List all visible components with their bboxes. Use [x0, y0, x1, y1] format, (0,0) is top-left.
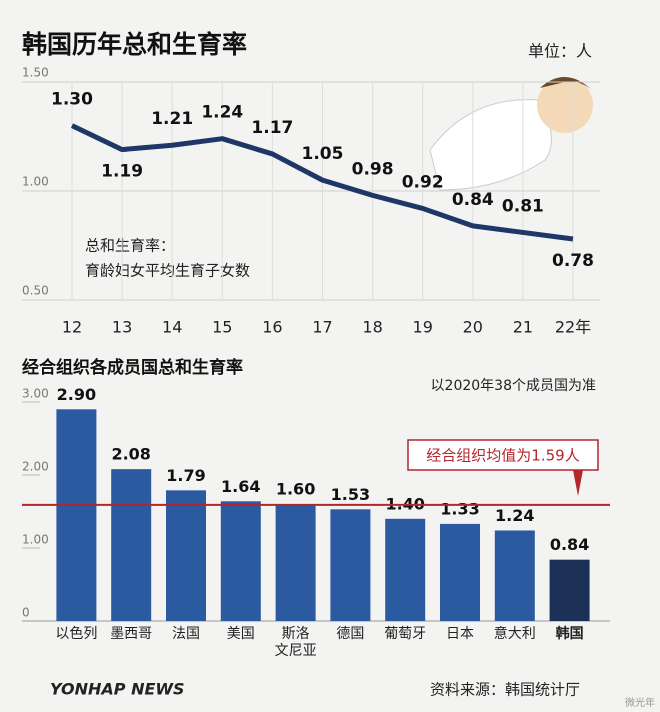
annotation: 经合组织均值为1.59人 [426, 447, 579, 465]
source: 资料来源：韩国统计厅 [430, 681, 580, 699]
y-tick-label: 1.00 [22, 533, 49, 547]
data-label: 0.78 [552, 251, 594, 271]
y-tick-label: 1.50 [22, 66, 49, 80]
x-tick-label: 22年 [555, 318, 591, 337]
logo: YONHAP NEWS [50, 680, 185, 699]
data-label: 0.98 [352, 159, 394, 179]
chart-title: 韩国历年总和生育率 [22, 30, 247, 59]
data-label: 0.81 [502, 196, 544, 216]
subtitle: 以2020年38个成员国为准 [431, 378, 596, 394]
y-tick-label: 2.00 [22, 460, 49, 474]
bar [275, 504, 316, 621]
bar [440, 523, 480, 621]
y-tick-label: 0.50 [22, 284, 49, 298]
annotation-arrow [573, 470, 583, 496]
data-label: 2.90 [57, 385, 96, 404]
data-label: 1.79 [166, 466, 205, 485]
line [70, 123, 574, 242]
x-tick-label: 葡萄牙 [384, 626, 427, 642]
bar [111, 469, 152, 621]
x-tick-label: 美国 [226, 626, 255, 642]
x-tick-label: 意大利 [493, 626, 536, 642]
annotation-box [407, 439, 599, 471]
x-tick-label: 21 [513, 318, 533, 337]
data-label: 1.19 [101, 162, 143, 182]
data-label: 1.24 [201, 103, 243, 123]
bar [330, 509, 371, 621]
data-label: 1.05 [302, 144, 344, 164]
x-tick-label: 韩国 [555, 626, 584, 642]
y-tick-label: 0 [22, 606, 30, 620]
watermark: 微光年 [625, 696, 655, 709]
x-tick-label: 15 [212, 318, 232, 337]
data-label: 1.53 [331, 485, 370, 504]
data-label: 0.84 [550, 535, 589, 554]
x-tick-label: 17 [312, 318, 332, 337]
y-tick-label: 3.00 [22, 387, 49, 401]
data-label: 1.64 [221, 477, 260, 496]
unit: 单位：人 [528, 42, 592, 61]
data-label: 0.84 [452, 190, 494, 210]
x-tick-label: 墨西哥 [110, 626, 153, 642]
x-tick-label: 14 [162, 318, 182, 337]
data-label: 1.33 [440, 499, 479, 518]
bar [166, 490, 206, 621]
x-tick-label: 斯洛 文尼亚 [274, 626, 317, 659]
bar [549, 559, 590, 621]
x-tick-label: 13 [112, 318, 132, 337]
data-label: 0.92 [402, 172, 444, 192]
x-tick-label: 12 [62, 318, 82, 337]
x-tick-label: 18 [362, 318, 382, 337]
data-label: 1.60 [276, 480, 315, 499]
data-label: 1.24 [495, 506, 534, 525]
x-tick-label: 日本 [446, 626, 474, 642]
annotation: 总和生育率： [85, 237, 175, 255]
x-tick-label: 16 [262, 318, 282, 337]
data-label: 1.21 [151, 109, 193, 129]
bar [220, 501, 261, 621]
x-tick-label: 法国 [172, 626, 200, 642]
bar [56, 409, 97, 621]
data-label: 1.40 [385, 494, 424, 513]
bar [494, 530, 535, 621]
x-tick-label: 德国 [336, 626, 365, 642]
x-tick-label: 19 [413, 318, 433, 337]
x-tick-label: 以色列 [55, 626, 98, 642]
data-label: 1.30 [51, 90, 93, 110]
annotation: 育龄妇女平均生育子女数 [85, 262, 250, 280]
bar [385, 518, 426, 621]
data-label: 1.17 [251, 118, 293, 138]
baby-illustration [429, 76, 593, 191]
x-tick-label: 20 [463, 318, 483, 337]
chart-title: 经合组织各成员国总和生育率 [22, 357, 243, 378]
data-label: 2.08 [111, 445, 150, 464]
y-tick-label: 1.00 [22, 175, 49, 189]
